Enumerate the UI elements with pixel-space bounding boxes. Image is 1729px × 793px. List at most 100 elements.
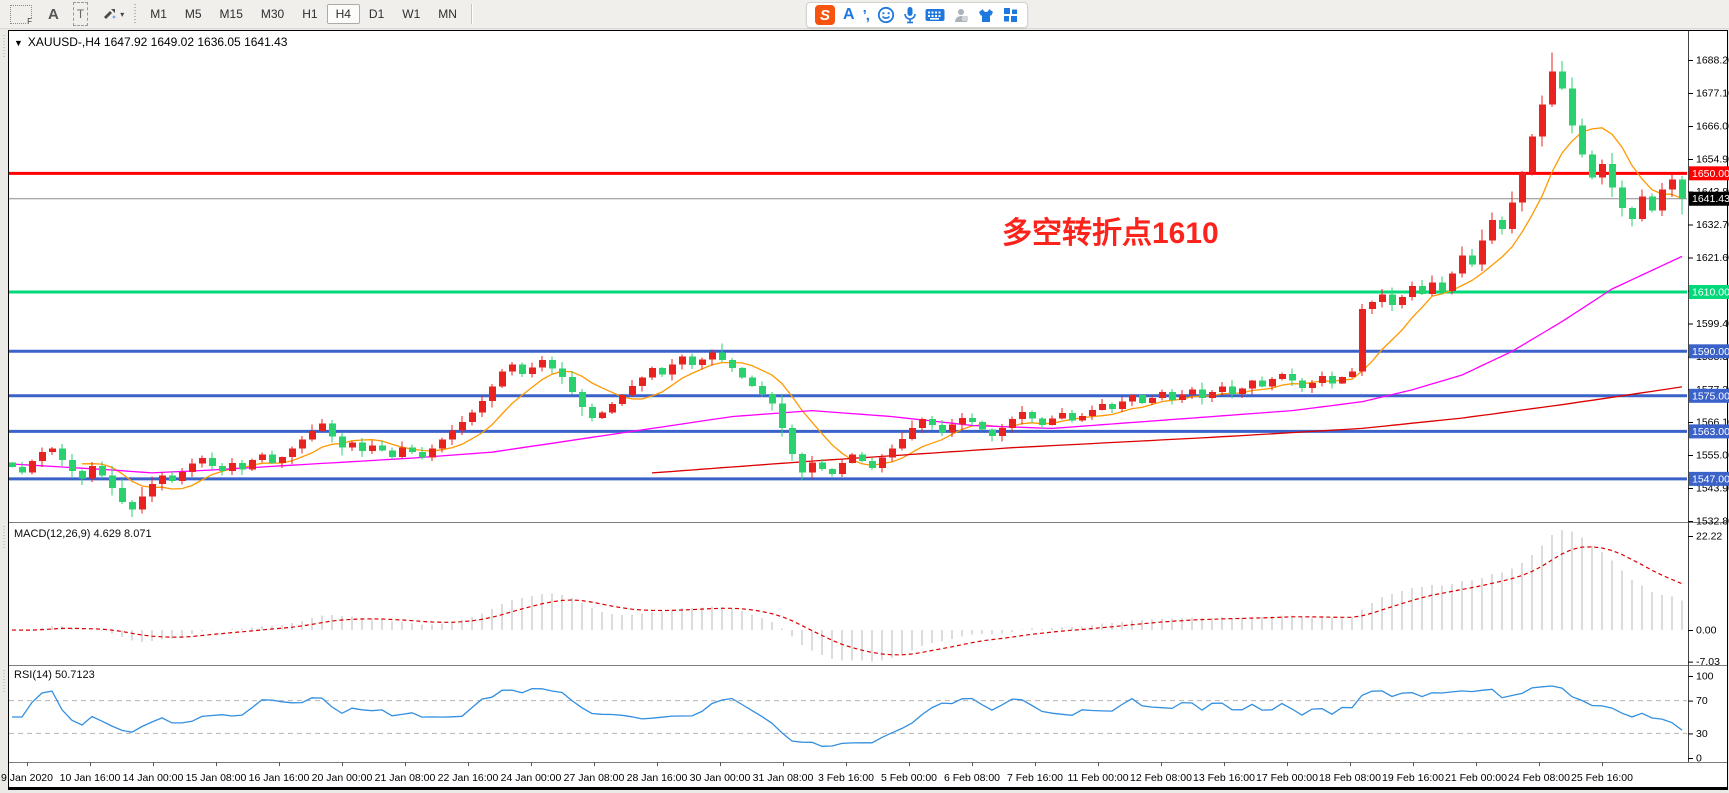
rsi-indicator-label: RSI(14) 50.7123 bbox=[14, 669, 95, 681]
svg-text:1688.20: 1688.20 bbox=[1696, 55, 1729, 67]
ime-punctuation-icon[interactable]: ’, bbox=[862, 6, 870, 24]
svg-text:1621.60: 1621.60 bbox=[1696, 252, 1729, 264]
ime-toolbar: S A ’, bbox=[806, 2, 1028, 28]
timeframe-button-h1[interactable]: H1 bbox=[302, 7, 318, 21]
cursor-tool-icon[interactable]: A bbox=[48, 5, 59, 23]
svg-text:1677.10: 1677.10 bbox=[1696, 87, 1729, 99]
chart-annotation-text[interactable]: 多空转折点1610 bbox=[1002, 217, 1219, 250]
svg-text:15 Jan 08:00: 15 Jan 08:00 bbox=[186, 772, 247, 784]
svg-text:1563.00: 1563.00 bbox=[1692, 426, 1729, 438]
svg-text:22 Jan 16:00: 22 Jan 16:00 bbox=[438, 772, 499, 784]
svg-text:12 Feb 08:00: 12 Feb 08:00 bbox=[1130, 772, 1192, 784]
svg-text:18 Feb 08:00: 18 Feb 08:00 bbox=[1319, 772, 1381, 784]
svg-text:1590.00: 1590.00 bbox=[1692, 346, 1729, 358]
svg-text:27 Jan 08:00: 27 Jan 08:00 bbox=[564, 772, 625, 784]
svg-text:10 Jan 16:00: 10 Jan 16:00 bbox=[60, 772, 121, 784]
svg-text:1575.00: 1575.00 bbox=[1692, 390, 1729, 402]
svg-text:24 Jan 00:00: 24 Jan 00:00 bbox=[501, 772, 562, 784]
svg-text:30: 30 bbox=[1696, 728, 1708, 740]
ma-slow bbox=[651, 386, 1683, 474]
svg-text:21 Feb 00:00: 21 Feb 00:00 bbox=[1445, 772, 1507, 784]
timeframe-button-mn[interactable]: MN bbox=[438, 7, 457, 21]
ma-mid bbox=[11, 255, 1683, 474]
ime-toolbox-icon[interactable] bbox=[1003, 7, 1019, 23]
svg-text:1654.90: 1654.90 bbox=[1696, 153, 1729, 165]
timeframe-button-h4[interactable]: H4 bbox=[326, 4, 360, 24]
svg-text:24 Feb 08:00: 24 Feb 08:00 bbox=[1508, 772, 1570, 784]
svg-text:5 Feb 00:00: 5 Feb 00:00 bbox=[881, 772, 937, 784]
toolbar-grip[interactable] bbox=[134, 4, 138, 24]
timeframe-button-w1[interactable]: W1 bbox=[402, 7, 421, 21]
time-axis[interactable]: 9 Jan 2020 10 Jan 16:00 14 Jan 00:00 15 Jan… bbox=[1, 762, 1633, 784]
ime-skin-icon[interactable] bbox=[977, 8, 995, 23]
rsi-line bbox=[12, 685, 1683, 747]
chart-title-dropdown-icon[interactable]: ▼ bbox=[14, 38, 23, 48]
top-toolbar: F A T ▾ M1 M5 M15 M30 H1 H4 D1 W1 MN S A ’, bbox=[0, 0, 1729, 29]
ime-emoji-icon[interactable] bbox=[877, 6, 895, 24]
price-label-1610.00: 1610.00 bbox=[1689, 284, 1729, 299]
macd-signal-line bbox=[11, 546, 1683, 656]
price-axis[interactable]: 1688.201677.101666.001654.901643.801632.… bbox=[1688, 55, 1729, 528]
ime-account-icon[interactable] bbox=[953, 7, 969, 23]
arrange-objects-icon[interactable]: ▾ bbox=[102, 3, 124, 25]
price-label-1563.00: 1563.00 bbox=[1689, 424, 1729, 439]
svg-text:14 Jan 00:00: 14 Jan 00:00 bbox=[123, 772, 184, 784]
current-price-label: 1641.43 bbox=[1689, 191, 1729, 206]
ime-language-toggle-icon[interactable]: A bbox=[843, 6, 855, 23]
timeframe-button-m30[interactable]: M30 bbox=[260, 7, 285, 21]
svg-text:17 Feb 00:00: 17 Feb 00:00 bbox=[1256, 772, 1318, 784]
svg-text:1555.00: 1555.00 bbox=[1696, 450, 1729, 462]
chart-title-text: XAUUSD-,H4 1647.92 1649.02 1636.05 1641.… bbox=[27, 35, 288, 49]
svg-text:21 Jan 08:00: 21 Jan 08:00 bbox=[375, 772, 436, 784]
rsi-axis: 100 70 30 0 bbox=[1688, 671, 1714, 765]
svg-text:100: 100 bbox=[1696, 671, 1714, 683]
svg-text:1610.00: 1610.00 bbox=[1692, 286, 1729, 298]
timeframe-button-group: M1 M5 M15 M30 H1 H4 D1 W1 MN bbox=[141, 4, 466, 24]
svg-text:0.00: 0.00 bbox=[1696, 625, 1717, 637]
svg-text:0: 0 bbox=[1696, 753, 1702, 765]
svg-text:1641.43: 1641.43 bbox=[1692, 193, 1729, 205]
candles-series bbox=[9, 52, 1686, 517]
timeframe-button-m15[interactable]: M15 bbox=[219, 7, 243, 21]
timeframe-button-m5[interactable]: M5 bbox=[184, 7, 202, 21]
svg-text:1632.70: 1632.70 bbox=[1696, 219, 1729, 231]
timeframe-button-d1[interactable]: D1 bbox=[368, 7, 385, 21]
macd-axis: 22.22 0.00 -7.03 bbox=[1688, 531, 1722, 668]
price-label-1575.00: 1575.00 bbox=[1689, 388, 1729, 403]
svg-text:11 Feb 00:00: 11 Feb 00:00 bbox=[1067, 772, 1128, 784]
svg-text:25 Feb 16:00: 25 Feb 16:00 bbox=[1571, 772, 1633, 784]
price-label-1547.00: 1547.00 bbox=[1689, 471, 1729, 486]
arrange-objects-glyph bbox=[104, 9, 116, 19]
svg-text:1547.00: 1547.00 bbox=[1692, 473, 1729, 485]
ime-logo-icon[interactable]: S bbox=[815, 5, 835, 25]
svg-text:70: 70 bbox=[1696, 695, 1708, 707]
svg-text:1666.00: 1666.00 bbox=[1696, 120, 1729, 132]
indicators-window-icon[interactable]: F bbox=[10, 4, 32, 26]
svg-text:13 Feb 16:00: 13 Feb 16:00 bbox=[1193, 772, 1255, 784]
svg-text:1599.40: 1599.40 bbox=[1696, 318, 1729, 330]
svg-text:7 Feb 16:00: 7 Feb 16:00 bbox=[1007, 772, 1063, 784]
svg-text:9 Jan 2020: 9 Jan 2020 bbox=[1, 772, 53, 784]
svg-text:6 Feb 08:00: 6 Feb 08:00 bbox=[944, 772, 1000, 784]
svg-text:1650.00: 1650.00 bbox=[1692, 168, 1729, 180]
svg-text:1532.80: 1532.80 bbox=[1696, 515, 1729, 527]
arrange-dropdown-arrow[interactable]: ▾ bbox=[120, 9, 125, 19]
svg-text:-7.03: -7.03 bbox=[1696, 656, 1720, 668]
svg-text:16 Jan 16:00: 16 Jan 16:00 bbox=[249, 772, 310, 784]
chart-window bbox=[3, 30, 1728, 790]
toolbar-separator bbox=[470, 4, 473, 24]
svg-text:22.22: 22.22 bbox=[1696, 531, 1722, 543]
ime-keyboard-icon[interactable] bbox=[925, 8, 945, 22]
text-label-tool-icon[interactable]: T bbox=[72, 2, 89, 26]
chart-title: ▼ XAUUSD-,H4 1647.92 1649.02 1636.05 1641… bbox=[14, 35, 287, 49]
timeframe-button-m1[interactable]: M1 bbox=[150, 7, 167, 21]
price-label-1590.00: 1590.00 bbox=[1689, 344, 1729, 359]
svg-text:28 Jan 16:00: 28 Jan 16:00 bbox=[627, 772, 688, 784]
svg-text:19 Feb 16:00: 19 Feb 16:00 bbox=[1382, 772, 1444, 784]
ime-voice-icon[interactable] bbox=[903, 6, 917, 24]
svg-text:3 Feb 16:00: 3 Feb 16:00 bbox=[818, 772, 874, 784]
svg-text:31 Jan 08:00: 31 Jan 08:00 bbox=[753, 772, 814, 784]
svg-text:30 Jan 00:00: 30 Jan 00:00 bbox=[690, 772, 751, 784]
indicators-window-label: F bbox=[27, 16, 32, 26]
